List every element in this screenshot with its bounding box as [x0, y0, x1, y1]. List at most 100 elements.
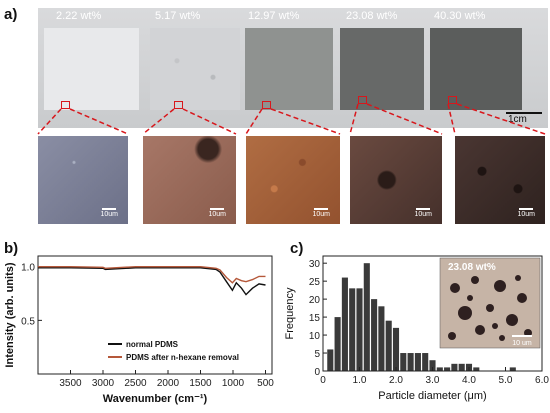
- inset-particle: [475, 325, 485, 335]
- histogram-bar: [414, 353, 421, 371]
- legend-label-1: normal PDMS: [126, 340, 179, 349]
- micrograph-4: 10um: [350, 136, 442, 224]
- zoom-marker-5: [448, 96, 457, 104]
- x-tick-label: 3.0: [426, 375, 440, 386]
- panel-c-label: c): [290, 240, 304, 257]
- micrograph-scalebar: 10um: [312, 208, 330, 218]
- series-line-1: [38, 267, 266, 296]
- inset-particle: [515, 275, 521, 281]
- inset-particle: [448, 332, 456, 340]
- zoom-marker-2: [174, 101, 183, 109]
- histogram-bar: [400, 353, 407, 371]
- y-tick-label: 5: [314, 349, 320, 360]
- concentration-label-5: 40.30 wt%: [434, 10, 486, 22]
- histogram-bar: [422, 353, 429, 371]
- micrograph-scalebar: 10um: [208, 208, 226, 218]
- histogram-bar: [378, 306, 385, 371]
- inset-particle: [494, 280, 506, 292]
- inset-label: 23.08 wt%: [448, 262, 496, 273]
- inset-particle: [450, 283, 460, 293]
- histogram-bar: [444, 367, 451, 371]
- inset-particle: [506, 314, 518, 326]
- x-tick-label: 1000: [222, 378, 245, 389]
- inset-particle: [492, 323, 498, 329]
- histogram-bar: [451, 363, 458, 371]
- histogram-bar: [509, 367, 516, 371]
- micrograph-5: 10um: [455, 136, 545, 224]
- histogram-bar: [334, 317, 341, 371]
- inset-particle: [517, 293, 527, 303]
- ftir-chart: 3500 3000 2500 2000 1500 1000 500 0.5 1.0 Wavenum…: [4, 255, 274, 405]
- micrograph-3: 10um: [246, 136, 340, 224]
- sample-photo-5: [430, 28, 522, 110]
- inset-particle: [499, 335, 505, 341]
- x-tick-label: 1500: [189, 378, 212, 389]
- zoom-marker-3: [262, 101, 271, 109]
- x-tick-label: 2000: [157, 378, 180, 389]
- legend-label-2: PDMS after n-hexane removal: [126, 353, 239, 362]
- x-tick-label: 4.0: [462, 375, 476, 386]
- concentration-label-2: 5.17 wt%: [155, 10, 201, 22]
- micrograph-scalebar: 10um: [517, 208, 535, 218]
- scale-bar-label: 1cm: [508, 114, 527, 125]
- x-tick-label: 2500: [124, 378, 147, 389]
- plot-frame: [37, 255, 273, 375]
- y-tick-label: 0.5: [21, 316, 35, 327]
- y-tick-label: 15: [309, 313, 321, 324]
- x-tick-label: 6.0: [535, 375, 549, 386]
- y-tick-label: 20: [309, 295, 321, 306]
- y-tick-label: 1.0: [21, 263, 35, 274]
- scale-bar-1cm: [506, 112, 542, 114]
- inset-particle: [471, 276, 479, 284]
- micrograph-1: 10um: [38, 136, 128, 224]
- inset-scalebar-label: 10 um: [512, 340, 532, 347]
- histogram-bar: [458, 363, 465, 371]
- histogram-bar: [371, 299, 378, 371]
- sample-photo-4: [340, 28, 424, 110]
- x-tick-label: 5.0: [499, 375, 513, 386]
- concentration-label-4: 23.08 wt%: [346, 10, 398, 22]
- histogram-bar: [429, 360, 436, 371]
- x-tick-label: 2.0: [389, 375, 403, 386]
- histogram-bar: [473, 367, 480, 371]
- y-axis-label: Intensity (arb. units): [4, 262, 16, 367]
- histogram-bar: [327, 349, 334, 371]
- x-tick-label: 0: [320, 375, 326, 386]
- histogram-bar: [349, 288, 356, 371]
- histogram-bar: [363, 263, 370, 371]
- inset-particle: [467, 295, 473, 301]
- y-axis-label: Frequency: [284, 287, 296, 339]
- zoom-marker-4: [358, 96, 367, 104]
- micrograph-2: 10um: [143, 136, 236, 224]
- concentration-label-3: 12.97 wt%: [248, 10, 300, 22]
- panel-b-label: b): [4, 240, 19, 257]
- histogram-bar: [392, 327, 400, 371]
- micrograph-scalebar: 10um: [414, 208, 432, 218]
- panel-a-label: a): [4, 6, 18, 23]
- zoom-marker-1: [61, 101, 70, 109]
- inset-particle: [458, 306, 472, 320]
- histogram-bar: [385, 320, 392, 371]
- y-tick-label: 25: [309, 277, 321, 288]
- y-tick-label: 10: [309, 331, 321, 342]
- inset-micrograph: [439, 257, 541, 349]
- x-tick-label: 3500: [59, 378, 82, 389]
- x-axis-label: Particle diameter (μm): [378, 390, 486, 402]
- inset-particle: [486, 304, 494, 312]
- histogram-bar: [356, 288, 363, 371]
- sample-photo-1: [44, 28, 139, 110]
- x-tick-label: 500: [257, 378, 274, 389]
- histogram-bar: [341, 277, 348, 371]
- sample-photo-3: [245, 28, 333, 110]
- micrograph-scalebar: 10um: [100, 208, 118, 218]
- particle-histogram: 0 1.0 2.0 3.0 4.0 5.0 6.0 0 5 10 15 20 25 30 Particle …: [284, 255, 549, 402]
- x-axis-label: Wavenumber (cm⁻¹): [103, 393, 208, 405]
- x-tick-label: 3000: [92, 378, 115, 389]
- sample-photo-2: [150, 28, 240, 110]
- x-tick-label: 1.0: [353, 375, 367, 386]
- histogram-bar: [436, 367, 443, 371]
- zoom-connector-lines: [37, 103, 546, 135]
- y-tick-label: 30: [309, 259, 321, 270]
- y-tick-label: 0: [314, 367, 320, 378]
- series-line-2: [38, 266, 266, 284]
